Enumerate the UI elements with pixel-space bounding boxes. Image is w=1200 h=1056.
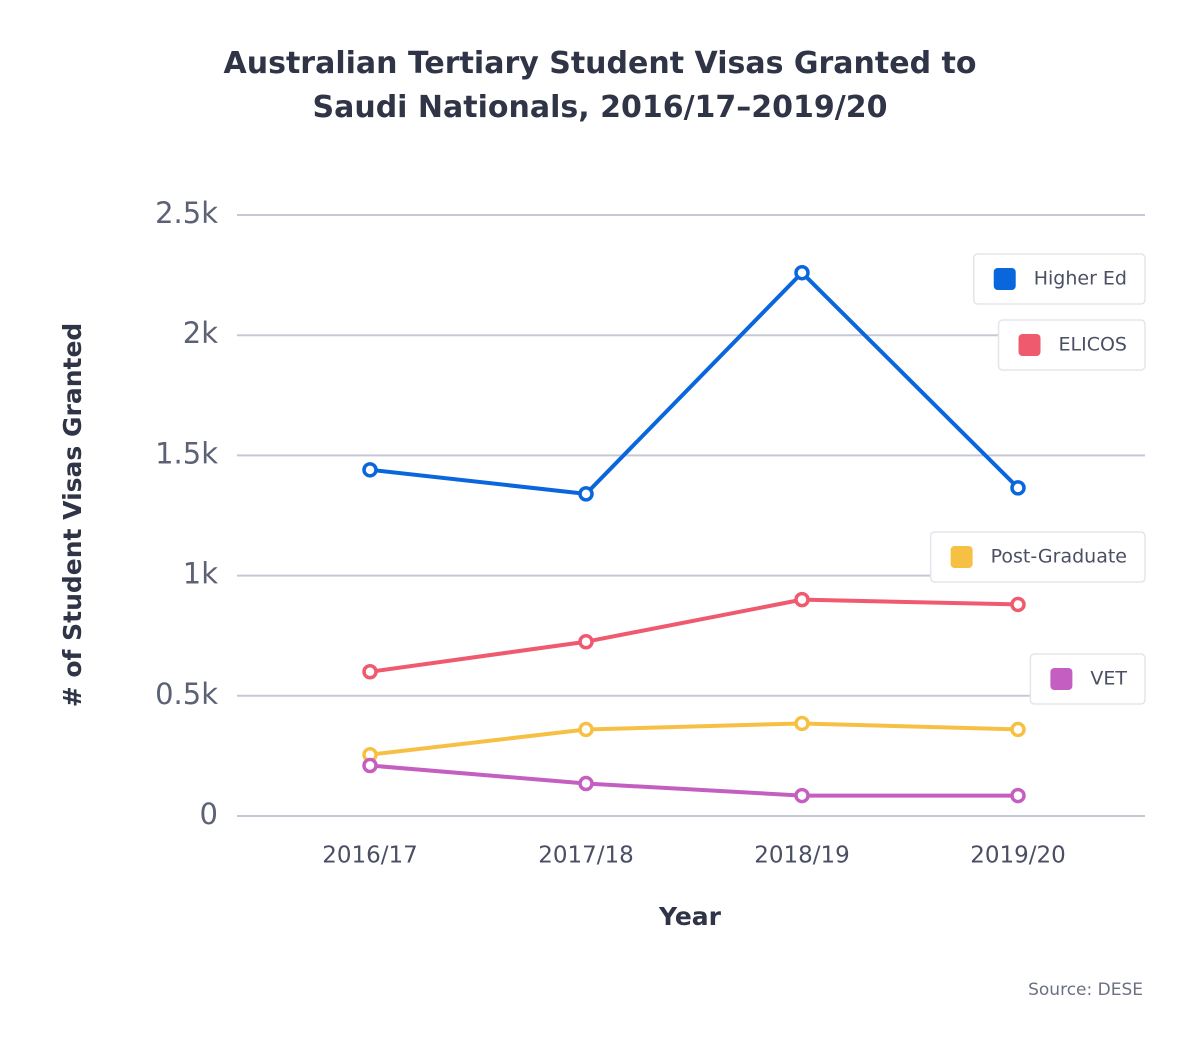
point xyxy=(1010,596,1026,613)
y-tick-label: 0.5k xyxy=(155,677,218,711)
legend-item: Post-Graduate xyxy=(929,531,1146,583)
y-tick-label: 0 xyxy=(200,797,218,831)
point xyxy=(794,715,810,732)
legend-swatch xyxy=(1050,668,1073,690)
legend-box xyxy=(997,319,1146,371)
legend-box xyxy=(972,253,1146,305)
legend-box xyxy=(1029,653,1146,705)
point xyxy=(362,664,378,680)
line xyxy=(369,270,1020,496)
legend-swatch xyxy=(993,268,1016,290)
point xyxy=(1010,480,1026,496)
y-axis-label: # of Student Visas Granted xyxy=(58,323,87,708)
legend-swatch xyxy=(1018,334,1041,356)
y-tick-label: 2k xyxy=(183,316,218,350)
point xyxy=(794,591,810,608)
point xyxy=(362,757,378,774)
line xyxy=(369,763,1018,798)
legend-box xyxy=(929,531,1146,583)
chart-title: Australian Tertiary Student Visas Grante… xyxy=(224,46,977,125)
point xyxy=(1010,721,1026,738)
legend-item: VET xyxy=(1029,653,1146,705)
y-tick-label: 1.5k xyxy=(155,436,218,470)
point xyxy=(1010,787,1026,804)
x-tick-label: 2019/20 xyxy=(970,843,1066,869)
legend-label: ELICOS xyxy=(1059,334,1127,356)
legend-label: Higher Ed xyxy=(1034,268,1127,290)
x-axis-label: Year xyxy=(658,902,722,931)
line xyxy=(369,597,1019,674)
source: Source: DESE xyxy=(1028,980,1143,1000)
point xyxy=(578,721,594,738)
point xyxy=(362,462,378,478)
point xyxy=(578,486,594,502)
line xyxy=(369,721,1019,757)
y-tick-label: 1k xyxy=(183,557,218,591)
x-tick-label: 2017/18 xyxy=(538,843,634,869)
x-tick-label: 2018/19 xyxy=(754,843,850,869)
point xyxy=(794,264,810,281)
x-tick-label: 2016/17 xyxy=(322,843,418,869)
legend-swatch xyxy=(950,546,973,568)
point xyxy=(578,775,594,792)
legend-item: ELICOS xyxy=(997,319,1146,371)
point xyxy=(578,633,594,650)
y-tick-label: 2.5k xyxy=(155,196,218,230)
legend-label: Post-Graduate xyxy=(991,546,1127,568)
legend-label: VET xyxy=(1090,668,1127,690)
legend-item: Higher Ed xyxy=(972,253,1146,305)
point xyxy=(794,787,810,804)
